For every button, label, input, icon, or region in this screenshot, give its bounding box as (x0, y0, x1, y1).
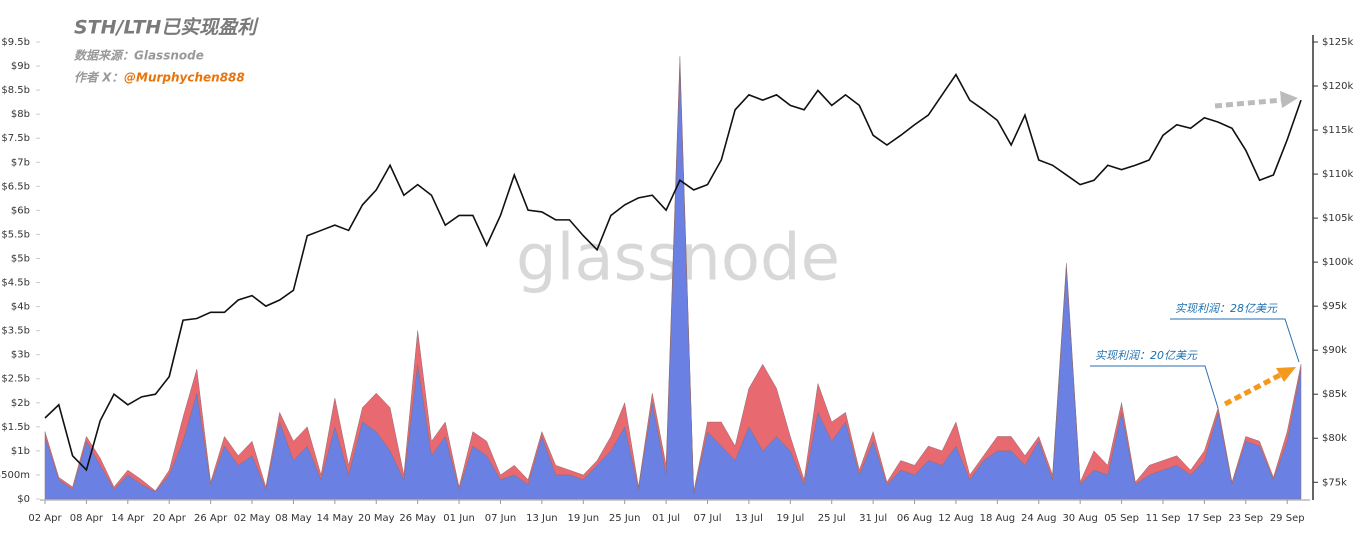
author-label: 作者 X： (74, 71, 123, 85)
y-tick-label: $3.5b (1, 326, 30, 337)
x-tick-label: 18 Aug (980, 513, 1015, 524)
annotation: 实现利润：28亿美元 (1175, 302, 1278, 315)
author: @Murphychen888 (124, 71, 245, 85)
price-line (44, 73, 1302, 472)
y-tick-label: $8b (11, 109, 30, 120)
y-tick-label: $7b (11, 157, 30, 168)
y-tick-label: $1b (11, 446, 30, 457)
annotation: 实现利润：20亿美元 (1095, 349, 1198, 362)
x-tick-label: 17 Sep (1187, 513, 1222, 524)
x-tick-label: 26 May (399, 513, 436, 524)
y-tick-label: $1.5b (1, 422, 30, 433)
x-tick-label: 13 Jul (735, 513, 763, 524)
x-tick-label: 25 Jul (818, 513, 846, 524)
y2-tick-label: $115k (1322, 125, 1353, 136)
chart-title: STH/LTH已实现盈利 (74, 17, 259, 39)
x-tick-label: 14 May (317, 513, 354, 524)
x-tick-label: 05 Sep (1104, 513, 1139, 524)
x-tick-label: 14 Apr (111, 513, 145, 524)
x-tick-label: 11 Sep (1146, 513, 1181, 524)
x-tick-label: 08 Apr (70, 513, 104, 524)
y-tick-label: $7.5b (1, 133, 30, 144)
x-tick-label: 23 Sep (1228, 513, 1263, 524)
y-tick-label: $4b (11, 302, 30, 313)
y-tick-label: $6.5b (1, 181, 30, 192)
trend-arrow (1214, 97, 1283, 109)
x-tick-label: 02 Apr (28, 513, 62, 524)
y-tick-label: $9.5b (1, 37, 30, 48)
area (44, 56, 1302, 495)
y-tick-label: $0 (17, 494, 30, 505)
x-tick-label: 08 May (275, 513, 312, 524)
x-tick-label: 02 May (234, 513, 271, 524)
plot (44, 56, 1302, 500)
y2-tick-label: $100k (1322, 257, 1353, 268)
y-tick-label: $5b (11, 253, 30, 264)
annotation-pointer (1090, 365, 1219, 409)
x-tick-label: 01 Jul (652, 513, 680, 524)
x-tick-label: 01 Jun (443, 513, 475, 524)
y2-tick-label: $75k (1322, 477, 1347, 488)
x-tick-label: 25 Jun (609, 513, 641, 524)
x-tick-label: 30 Aug (1062, 513, 1097, 524)
x-tick-label: 20 May (358, 513, 395, 524)
y2-tick-label: $90k (1322, 345, 1347, 356)
arrow-head (1280, 91, 1298, 108)
x-tick-label: 06 Aug (897, 513, 932, 524)
y2-tick-label: $125k (1322, 37, 1353, 48)
y-tick-label: $5.5b (1, 229, 30, 240)
x-tick-label: 26 Apr (194, 513, 228, 524)
y-tick-label: $500m (0, 470, 30, 481)
y2-tick-label: $85k (1322, 389, 1347, 400)
y2-tick-label: $120k (1322, 81, 1353, 92)
y2-tick-label: $80k (1322, 433, 1347, 444)
y2-tick-label: $110k (1322, 169, 1353, 180)
trend-arrow (1223, 371, 1284, 407)
arrow-head (1276, 367, 1296, 382)
annotation-pointer (1170, 318, 1300, 363)
x-tick-label: 20 Apr (153, 513, 187, 524)
x-tick-label: 07 Jun (485, 513, 517, 524)
x-tick-label: 12 Aug (938, 513, 973, 524)
source: 数据来源：Glassnode (74, 49, 204, 63)
x-tick-label: 19 Jun (568, 513, 600, 524)
y2-tick-label: $95k (1322, 301, 1347, 312)
x-tick-label: 13 Jun (526, 513, 558, 524)
y-tick-label: $4.5b (1, 278, 30, 289)
area (44, 66, 1302, 500)
y-tick-label: $2.5b (1, 374, 30, 385)
x-tick-label: 31 Jul (859, 513, 887, 524)
y-tick-label: $9b (11, 61, 30, 72)
y2-tick-label: $105k (1322, 213, 1353, 224)
x-tick-label: 07 Jul (694, 513, 722, 524)
x-tick-label: 19 Jul (776, 513, 804, 524)
y-tick-label: $2b (11, 398, 30, 409)
y-tick-label: $3b (11, 350, 30, 361)
x-tick-label: 24 Aug (1021, 513, 1056, 524)
y-tick-label: $8.5b (1, 85, 30, 96)
x-tick-label: 29 Sep (1270, 513, 1305, 524)
y-tick-label: $6b (11, 205, 30, 216)
